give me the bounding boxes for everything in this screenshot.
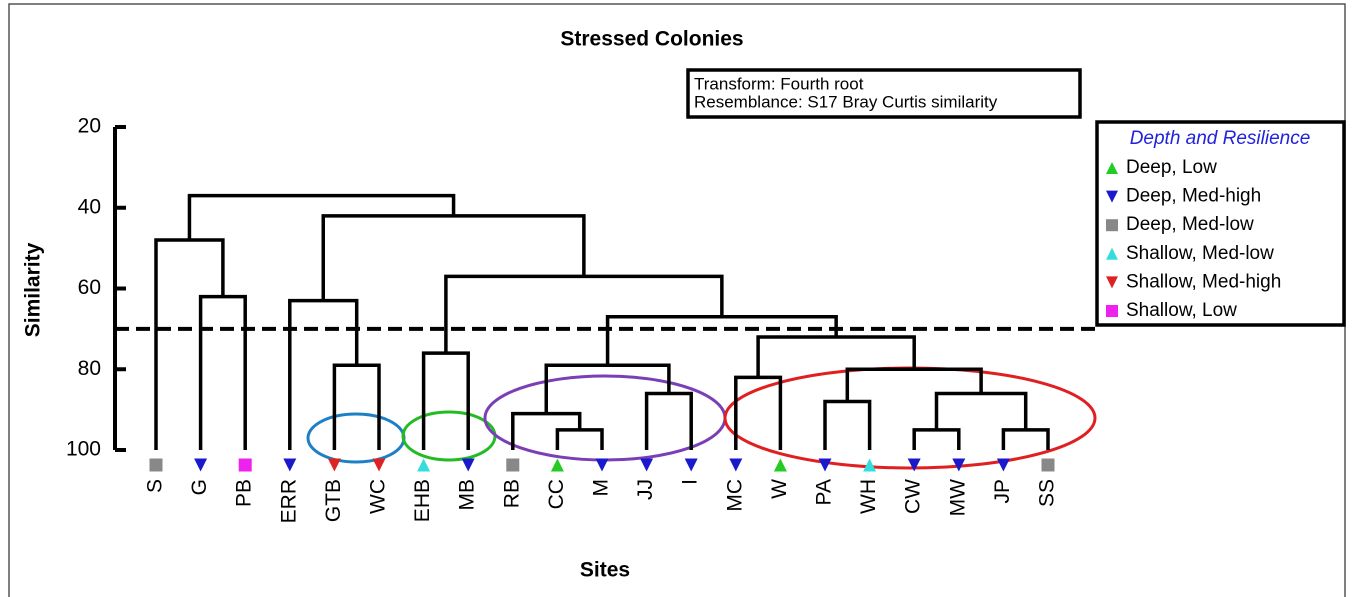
dendrogram-link (288, 298, 359, 450)
leaf-marker (907, 458, 921, 472)
annotation-box (686, 68, 1082, 119)
legend-label: Deep, Low (1126, 157, 1217, 178)
legend-label: Deep, Med-high (1126, 186, 1261, 207)
legend-marker (1106, 162, 1118, 174)
dendrogram-link (644, 391, 693, 450)
dendrogram-link (912, 428, 961, 450)
cluster-outline (306, 412, 406, 464)
leaf-marker (194, 458, 208, 472)
leaf-marker (996, 458, 1010, 472)
annotation: Resemblance: S17 Bray Curtis similarity (694, 92, 998, 111)
leaf-marker (1041, 458, 1055, 472)
leaf-marker (550, 458, 564, 472)
dendrogram-link (332, 363, 381, 450)
leaf-marker (506, 458, 520, 472)
dendrogram-link (1001, 428, 1050, 450)
y-tick-label: 40 (78, 195, 101, 218)
dendrogram-link (187, 193, 456, 241)
leaf-marker (640, 458, 654, 472)
x-tick-label: MC (723, 479, 746, 512)
x-tick-label: GTB (322, 479, 345, 522)
x-tick-label: RB (500, 479, 523, 508)
x-tick-label: JP (991, 479, 1014, 504)
x-tick-label: W (768, 479, 791, 499)
x-tick-label: S (144, 479, 167, 493)
y-axis-label: Similarity (22, 242, 45, 337)
x-tick-label: JJ (634, 479, 657, 500)
x-tick-label: EHB (411, 479, 434, 522)
x-tick-label: I (679, 479, 702, 485)
leaf-marker (595, 458, 609, 472)
x-tick-label: ERR (277, 479, 300, 523)
legend-box (1095, 120, 1346, 327)
legend-marker (1106, 190, 1118, 203)
dendrogram-link (198, 294, 247, 450)
x-tick-label: M (590, 479, 613, 497)
dendrogram-link (444, 274, 724, 354)
y-tick-label: 100 (66, 438, 101, 461)
legend-label: Deep, Med-low (1126, 214, 1254, 235)
y-tick-label: 60 (78, 276, 101, 299)
legend-label: Shallow, Med-low (1126, 243, 1274, 264)
legend-label: Shallow, Med-high (1126, 271, 1281, 292)
legend-marker (1106, 305, 1118, 317)
annotation: Transform: Fourth root (694, 74, 864, 93)
dendrogram-link (544, 363, 671, 414)
dendrogram-link (511, 411, 582, 450)
x-tick-label: CC (545, 479, 568, 509)
x-tick-label: G (188, 479, 211, 495)
leaf-marker (952, 458, 966, 472)
x-tick-label: MB (456, 479, 479, 511)
y-tick-label: 20 (78, 115, 101, 138)
dendrogram-link (154, 238, 225, 450)
dendrogram-link (421, 351, 470, 450)
leaf-marker (863, 458, 877, 472)
leaf-marker (461, 458, 475, 472)
leaf-marker (283, 458, 297, 472)
dendrogram-link (934, 391, 1028, 430)
dendrogram-link (845, 367, 983, 402)
x-tick-label: CW (902, 479, 925, 514)
leaf-marker (729, 458, 743, 472)
x-tick-label: WH (857, 479, 880, 514)
leaf-marker (684, 458, 698, 472)
chart-title: Stressed Colonies (560, 28, 743, 51)
x-axis-label: Sites (580, 559, 630, 582)
cluster-outline (401, 410, 497, 462)
legend-marker (1106, 276, 1118, 289)
y-tick-label: 80 (78, 357, 101, 380)
leaf-marker (417, 458, 431, 472)
leaf-marker (327, 458, 341, 472)
x-tick-label: PA (813, 479, 836, 505)
x-tick-label: MW (946, 479, 969, 516)
x-tick-label: PB (233, 479, 256, 507)
dendrogram-link (555, 428, 604, 450)
legend-marker (1106, 219, 1118, 232)
legend-label: Shallow, Low (1126, 300, 1237, 321)
leaf-marker (238, 458, 252, 472)
leaf-marker (773, 458, 787, 472)
dendrogram-link (823, 399, 872, 450)
x-tick-label: SS (1036, 479, 1059, 507)
leaf-marker (372, 458, 386, 472)
dendrogram-link (605, 315, 838, 366)
dendrogram-link (321, 214, 586, 301)
leaf-marker (149, 458, 163, 472)
cluster-outline (483, 374, 727, 462)
legend-marker (1106, 247, 1118, 260)
leaf-marker (818, 458, 832, 472)
legend-title: Depth and Resilience (1130, 128, 1311, 149)
x-tick-label: WC (367, 479, 390, 514)
